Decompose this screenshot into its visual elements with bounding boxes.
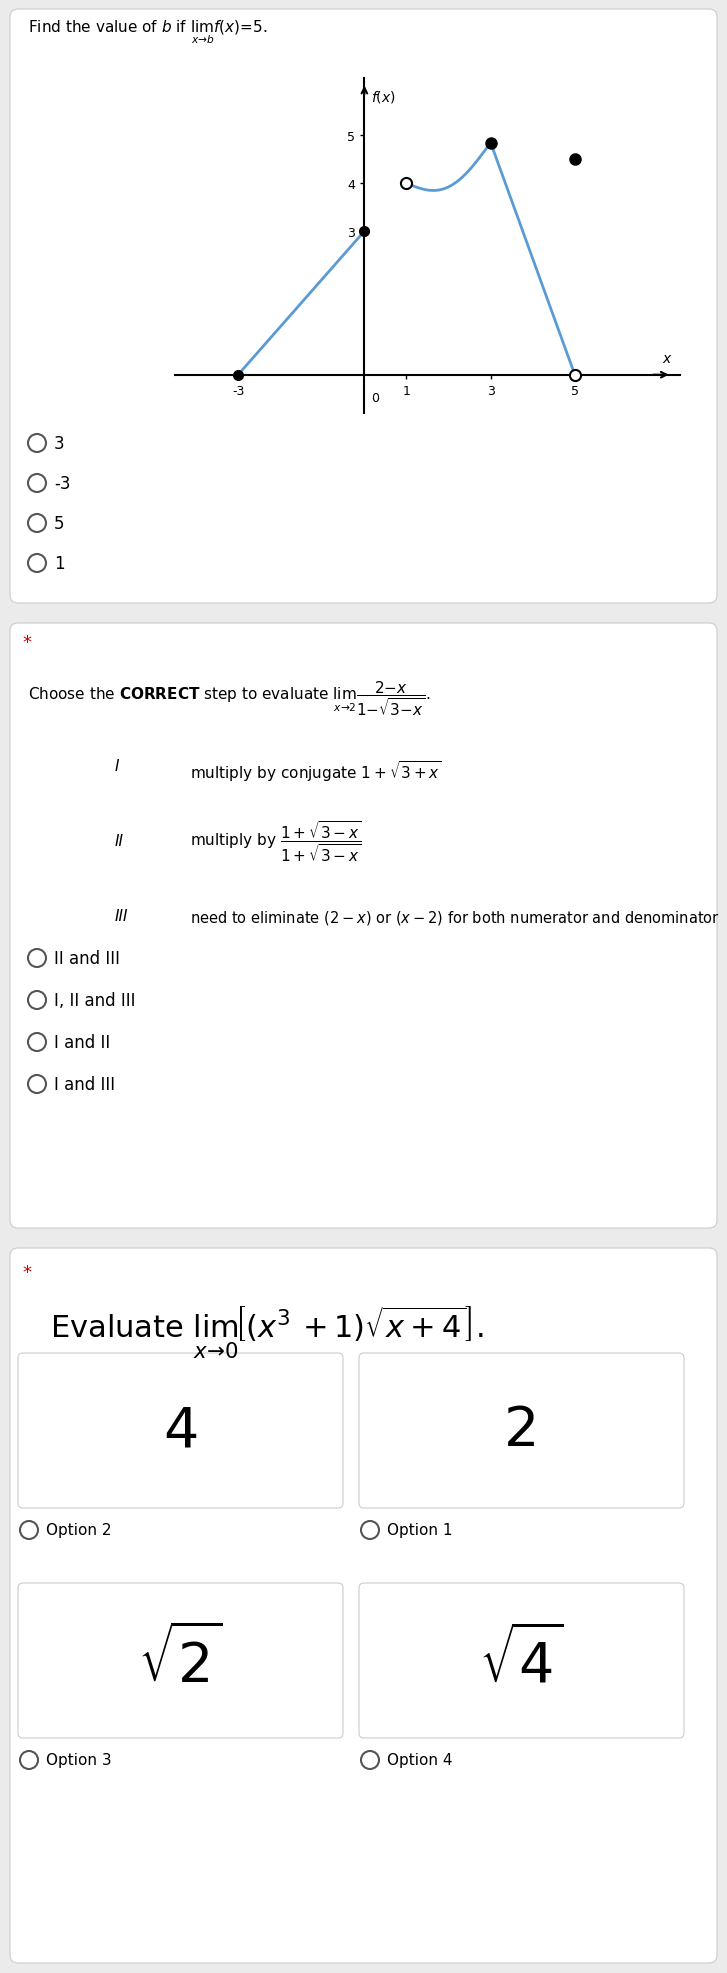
Text: Option 2: Option 2	[46, 1523, 111, 1537]
FancyBboxPatch shape	[10, 10, 717, 604]
Text: 0: 0	[371, 393, 379, 404]
Text: II and III: II and III	[54, 949, 120, 967]
FancyBboxPatch shape	[18, 1582, 343, 1738]
Text: $x$: $x$	[662, 351, 672, 365]
Text: $f(x)$: $f(x)$	[371, 89, 395, 105]
Text: -3: -3	[54, 475, 71, 493]
Text: 4: 4	[163, 1403, 198, 1458]
Text: 1: 1	[54, 554, 65, 572]
Text: I, II and III: I, II and III	[54, 992, 135, 1010]
FancyBboxPatch shape	[10, 1249, 717, 1963]
Text: $\sqrt{2}$: $\sqrt{2}$	[138, 1628, 222, 1695]
Text: Choose the $\mathbf{CORRECT}$ step to evaluate $\lim_{x \to 2} \dfrac{2-x}{1-\sq: Choose the $\mathbf{CORRECT}$ step to ev…	[28, 679, 430, 718]
Text: *: *	[22, 633, 31, 651]
FancyBboxPatch shape	[359, 1582, 684, 1738]
Text: Find the value of $b$ if $\lim_{x \to b} f(x) = 5$.: Find the value of $b$ if $\lim_{x \to b}…	[28, 20, 268, 45]
Text: *: *	[22, 1263, 31, 1280]
Text: multiply by conjugate $1+\sqrt{3+x}$: multiply by conjugate $1+\sqrt{3+x}$	[190, 758, 442, 783]
Text: Option 1: Option 1	[387, 1523, 452, 1537]
Text: I and III: I and III	[54, 1075, 115, 1093]
Text: Option 3: Option 3	[46, 1752, 112, 1768]
Text: I: I	[115, 758, 119, 773]
FancyBboxPatch shape	[10, 623, 717, 1229]
Text: 3: 3	[54, 434, 65, 452]
FancyBboxPatch shape	[359, 1353, 684, 1507]
Text: 5: 5	[54, 515, 65, 533]
Text: Option 4: Option 4	[387, 1752, 452, 1768]
Text: multiply by $\dfrac{1+\sqrt{3-x}}{1+\sqrt{3-x}}$: multiply by $\dfrac{1+\sqrt{3-x}}{1+\sqr…	[190, 819, 361, 864]
Text: I and II: I and II	[54, 1034, 111, 1052]
Text: 2: 2	[504, 1403, 539, 1458]
Text: need to eliminate $(2-x)$ or $(x-2)$ for both numerator and denominator: need to eliminate $(2-x)$ or $(x-2)$ for…	[190, 908, 720, 927]
Text: II: II	[115, 833, 124, 848]
Text: $\sqrt{4}$: $\sqrt{4}$	[479, 1628, 563, 1693]
FancyBboxPatch shape	[18, 1353, 343, 1507]
Text: III: III	[115, 908, 129, 923]
Text: Evaluate $\lim_{x \to 0}\!\left[(x^3+1)\sqrt{x+4}\right]$.: Evaluate $\lim_{x \to 0}\!\left[(x^3+1)\…	[50, 1304, 483, 1359]
